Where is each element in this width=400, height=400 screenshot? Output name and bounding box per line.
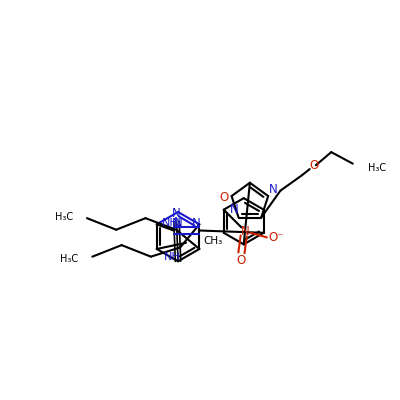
Text: N: N xyxy=(192,217,200,230)
Text: O: O xyxy=(237,254,246,267)
Text: N: N xyxy=(174,216,182,228)
Text: O: O xyxy=(309,160,318,172)
Text: NH: NH xyxy=(162,218,178,228)
Text: H₃C: H₃C xyxy=(368,162,386,172)
Text: N: N xyxy=(269,183,278,196)
Text: O⁻: O⁻ xyxy=(268,231,284,244)
Text: H₃C: H₃C xyxy=(60,254,78,264)
Text: NH: NH xyxy=(164,252,181,262)
Text: H₃C: H₃C xyxy=(55,212,73,222)
Text: O: O xyxy=(219,191,228,204)
Text: CH₃: CH₃ xyxy=(203,236,222,246)
Text: N: N xyxy=(241,225,250,238)
Text: N: N xyxy=(172,207,181,220)
Text: N: N xyxy=(230,203,239,216)
Text: N: N xyxy=(172,217,181,230)
